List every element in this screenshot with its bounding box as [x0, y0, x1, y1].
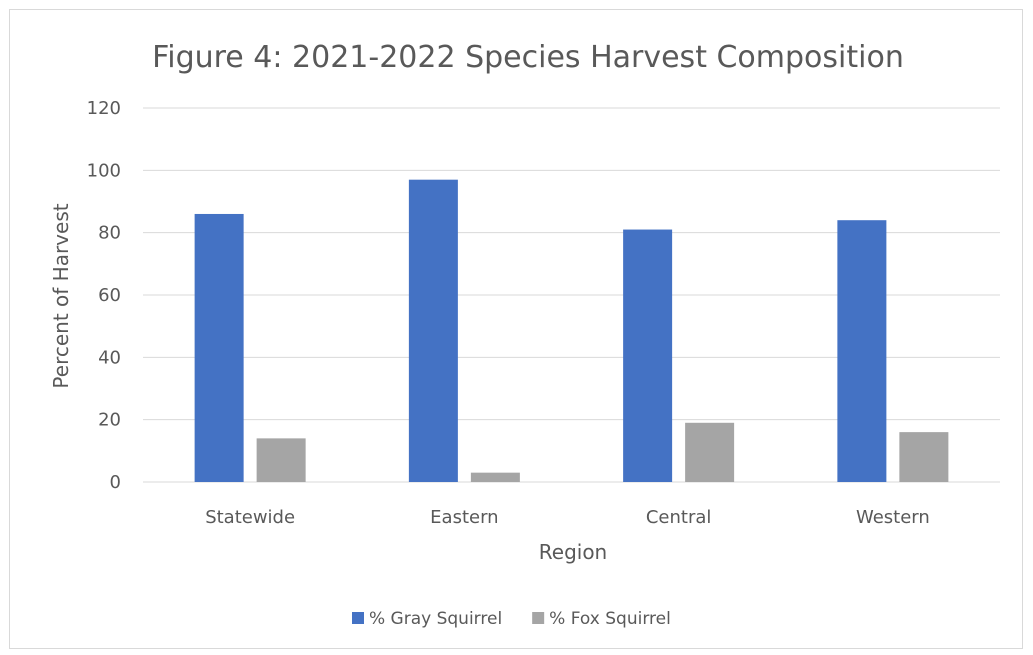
- y-tick-label: 100: [87, 160, 121, 181]
- bars: [194, 179, 949, 482]
- y-tick-label: 60: [98, 285, 121, 306]
- bar: [470, 472, 520, 482]
- x-axis-ticks: Statewide Eastern Central Western: [205, 507, 930, 528]
- y-tick-label: 0: [110, 472, 121, 493]
- x-tick-label: Western: [856, 507, 930, 528]
- y-tick-label: 40: [98, 347, 121, 368]
- bar: [256, 438, 306, 482]
- chart-title: Figure 4: 2021-2022 Species Harvest Comp…: [152, 40, 904, 75]
- bar: [837, 220, 887, 482]
- bar: [194, 213, 244, 482]
- y-tick-label: 80: [98, 223, 121, 244]
- y-axis-label: Percent of Harvest: [49, 203, 73, 388]
- y-axis-ticks: 0 20 40 60 80 100 120: [87, 98, 121, 493]
- legend-entry: % Gray Squirrel: [369, 609, 502, 629]
- bar: [408, 179, 458, 482]
- x-tick-label: Central: [646, 507, 712, 528]
- legend: % Gray Squirrel % Fox Squirrel: [352, 609, 671, 629]
- y-tick-label: 20: [98, 410, 121, 431]
- y-tick-label: 120: [87, 98, 121, 119]
- bar: [899, 432, 949, 482]
- legend-swatch: [352, 612, 364, 624]
- bar: [623, 229, 673, 482]
- legend-swatch: [532, 612, 545, 624]
- x-axis-label: Region: [539, 540, 607, 564]
- x-tick-label: Statewide: [205, 507, 295, 528]
- bar: [685, 422, 735, 482]
- legend-entry: % Fox Squirrel: [549, 609, 671, 629]
- x-tick-label: Eastern: [430, 507, 498, 528]
